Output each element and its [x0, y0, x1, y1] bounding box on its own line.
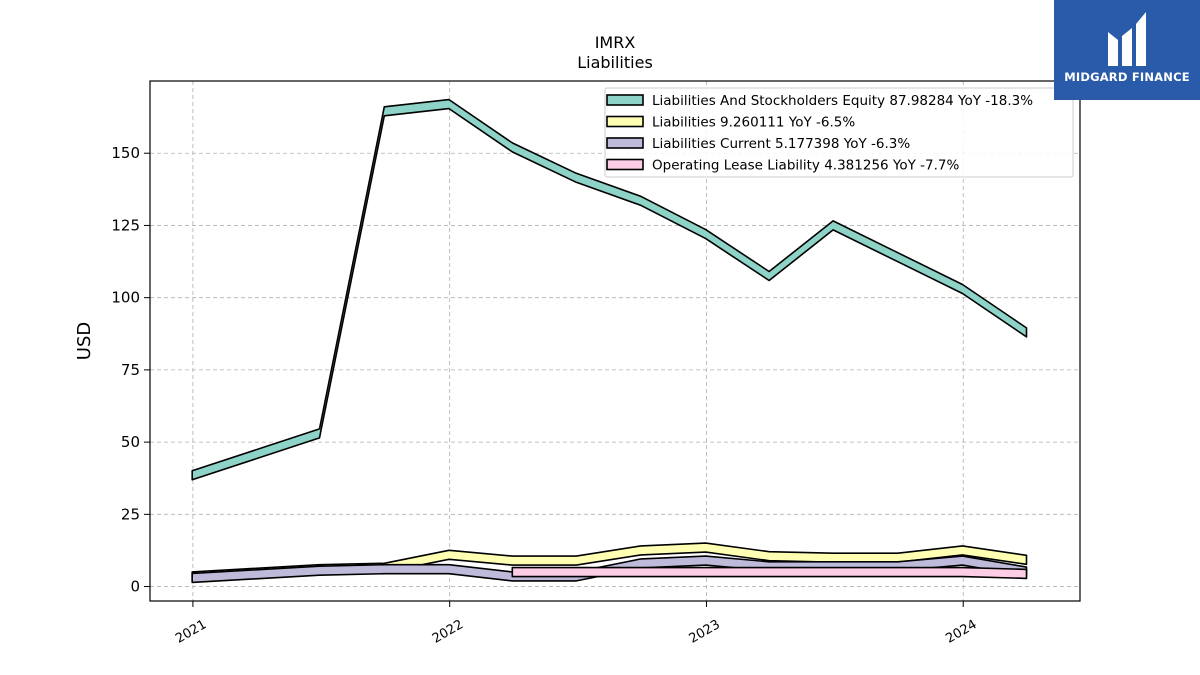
series-area-4	[511, 566, 1028, 580]
legend-box	[604, 87, 1074, 178]
legend-label: Liabilities Current 5.177398 YoY -6.3%	[652, 136, 910, 152]
logo-text: MIDGARD FINANCE	[1064, 70, 1190, 84]
chart-title: IMRX	[595, 33, 636, 52]
midgard-finance-logo: MIDGARD FINANCE	[1054, 0, 1200, 100]
y-tick-label: 25	[121, 505, 140, 523]
y-tick-label: 0	[130, 578, 140, 596]
legend: Liabilities And Stockholders Equity 87.9…	[604, 87, 1074, 178]
x-tick-label: 2022	[430, 617, 466, 647]
legend-swatch	[606, 137, 644, 149]
legend-swatch	[606, 158, 644, 171]
x-tick-label: 2023	[687, 617, 723, 647]
y-tick-label: 75	[121, 361, 140, 379]
chart-subtitle: Liabilities	[577, 53, 653, 72]
y-axis-label: USD	[74, 322, 95, 360]
y-axis: 0 25 50 75 100 125 150	[111, 144, 150, 596]
legend-swatch	[606, 94, 644, 106]
x-axis: 2021 2022 2023 2024	[173, 601, 980, 647]
y-tick-label: 150	[111, 144, 140, 162]
legend-swatch	[606, 115, 644, 128]
y-tick-label: 100	[111, 289, 140, 307]
logo-mark-icon	[1108, 12, 1146, 66]
series-area-1	[191, 98, 1028, 481]
y-tick-label: 125	[111, 216, 140, 234]
legend-label: Liabilities And Stockholders Equity 87.9…	[652, 93, 1033, 109]
x-tick-label: 2024	[943, 617, 979, 647]
legend-label: Liabilities 9.260111 YoY -6.5%	[652, 115, 855, 131]
plot-frame	[149, 80, 1081, 602]
legend-label: Operating Lease Liability 4.381256 YoY -…	[652, 158, 960, 174]
x-tick-label: 2021	[173, 617, 209, 647]
series-areas	[191, 98, 1028, 584]
y-tick-label: 50	[121, 433, 140, 451]
